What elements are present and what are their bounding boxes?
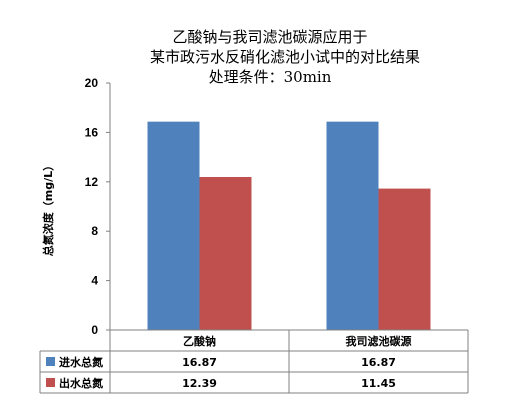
y-tick-label: 12 <box>85 175 99 189</box>
bar-outflow-1 <box>378 188 431 330</box>
y-axis-label: 总氮浓度（mg/L） <box>41 160 55 256</box>
chart-title-line-2: 某市政污水反硝化滤池小试中的对比结果 <box>150 48 420 66</box>
y-tick-label: 0 <box>91 323 98 337</box>
bar-inflow-1 <box>326 121 379 330</box>
bar-inflow-0 <box>147 121 200 330</box>
legend-series-name: 进水总氮 <box>59 355 103 369</box>
bars <box>147 121 431 330</box>
y-axis-ticks: 0 4 8 12 16 20 <box>85 76 110 337</box>
legend-swatch <box>46 357 55 366</box>
data-label: 16.87 <box>361 356 396 369</box>
y-tick-label: 16 <box>85 125 99 139</box>
chart-title-line-1: 乙酸钠与我司滤池碳源应用于 <box>172 28 367 46</box>
category-label: 我司滤池碳源 <box>346 334 412 348</box>
chart-title-line-3: 处理条件：30min <box>209 68 332 86</box>
legend-swatch <box>46 378 55 387</box>
data-label: 11.45 <box>361 377 396 390</box>
y-tick-label: 4 <box>91 274 98 288</box>
bar-outflow-0 <box>199 176 252 330</box>
legend-series-name: 出水总氮 <box>59 376 103 390</box>
data-label: 12.39 <box>182 377 217 390</box>
category-label: 乙酸钠 <box>183 334 216 348</box>
data-label: 16.87 <box>182 356 217 369</box>
y-tick-label: 20 <box>85 76 99 90</box>
y-tick-label: 8 <box>91 224 98 238</box>
